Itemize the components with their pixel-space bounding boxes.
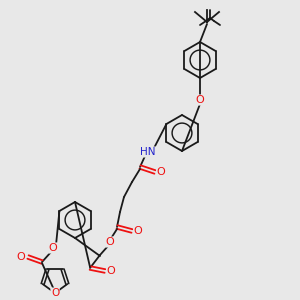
Text: O: O xyxy=(134,226,142,236)
Text: O: O xyxy=(196,95,204,105)
Text: O: O xyxy=(51,288,59,298)
Text: O: O xyxy=(106,266,116,276)
Text: O: O xyxy=(106,237,114,247)
Text: O: O xyxy=(49,243,57,253)
Text: O: O xyxy=(16,252,26,262)
Text: HN: HN xyxy=(140,147,156,157)
Text: O: O xyxy=(157,167,165,177)
